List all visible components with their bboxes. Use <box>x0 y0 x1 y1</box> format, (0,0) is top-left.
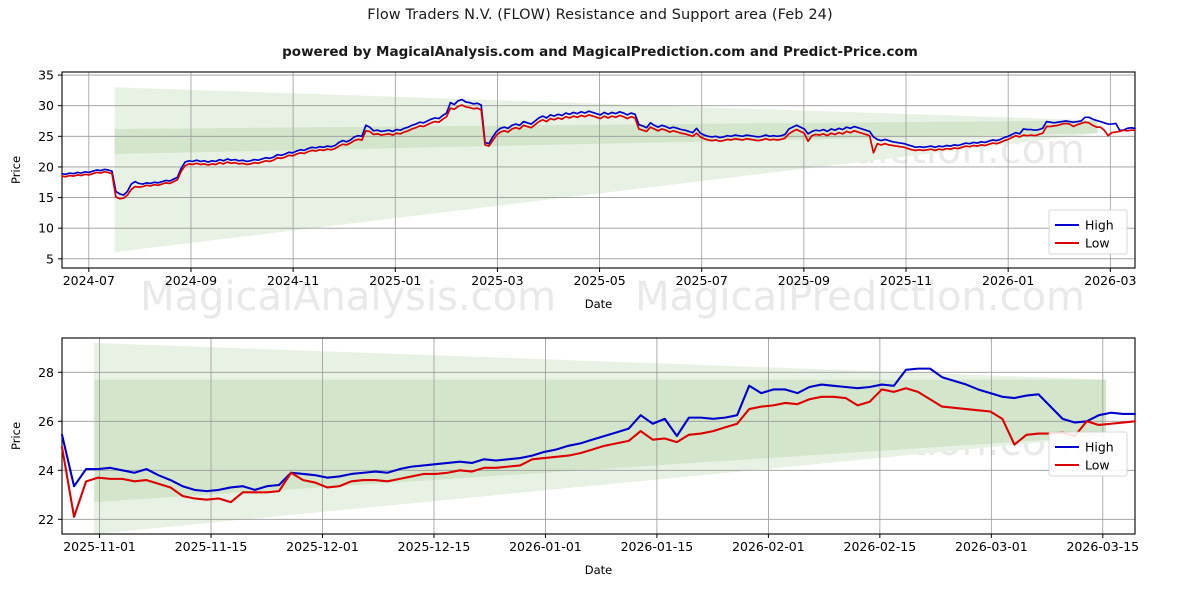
watermark-text-3: MagicalPrediction.com <box>635 274 1085 320</box>
x-axis-label: Date <box>585 563 613 577</box>
legend-label-low: Low <box>1085 236 1110 251</box>
x-tick-label: 2025-12-15 <box>398 539 471 554</box>
x-tick-label: 2025-03 <box>471 273 523 288</box>
y-tick-label: 5 <box>46 251 54 266</box>
x-tick-label: 2024-11 <box>267 273 319 288</box>
x-tick-label: 2026-03-01 <box>955 539 1028 554</box>
x-tick-label: 2025-07 <box>676 273 728 288</box>
x-axis-label: Date <box>585 297 613 311</box>
legend-label-low: Low <box>1085 458 1110 473</box>
legend-label-high: High <box>1085 440 1114 455</box>
resistance-support-inner-band <box>114 120 1098 155</box>
x-tick-label: 2026-02-15 <box>844 539 917 554</box>
legend: High Low <box>1048 431 1128 477</box>
watermark-text-2: MagicalAnalysis.com <box>140 274 556 320</box>
y-tick-label: 25 <box>38 129 54 144</box>
x-tick-label: 2024-07 <box>63 273 115 288</box>
page-subtitle: powered by MagicalAnalysis.com and Magic… <box>282 44 918 60</box>
y-axis-label: Price <box>9 422 23 450</box>
x-tick-label: 2025-11-15 <box>175 539 248 554</box>
x-tick-label: 2025-11-01 <box>63 539 136 554</box>
legend: High Low <box>1048 209 1128 255</box>
y-tick-label: 30 <box>38 98 54 113</box>
bottom-chart: 22 24 26 28 Price 2025-11-01 2025-11-15 2025-12… <box>9 337 1139 577</box>
x-tick-label: 2025-12-01 <box>286 539 359 554</box>
x-tick-label: 2026-01-01 <box>509 539 582 554</box>
y-tick-label: 28 <box>38 365 54 380</box>
x-tick-label: 2026-01 <box>982 273 1034 288</box>
series-line-high <box>61 98 1136 196</box>
x-tick-label: 2026-03 <box>1084 273 1136 288</box>
x-tick-label: 2025-09 <box>778 273 830 288</box>
resistance-support-inner-band <box>94 379 1107 503</box>
series-line-high <box>60 367 1137 493</box>
x-tick-label: 2026-02-01 <box>732 539 805 554</box>
series-line-low <box>61 104 1136 200</box>
x-tick-label: 2024-09 <box>165 273 217 288</box>
x-tick-label: 2026-03-15 <box>1066 539 1139 554</box>
x-tick-label: 2026-01-15 <box>621 539 694 554</box>
y-axis-label: Price <box>9 156 23 184</box>
y-tick-label: 24 <box>38 463 54 478</box>
x-tick-label: 2025-01 <box>369 273 421 288</box>
legend-label-high: High <box>1085 218 1114 233</box>
y-tick-label: 10 <box>38 221 54 236</box>
page-title: Flow Traders N.V. (FLOW) Resistance and … <box>367 7 833 23</box>
y-tick-label: 35 <box>38 68 54 83</box>
x-tick-label: 2025-11 <box>880 273 932 288</box>
top-chart: 5 10 15 20 25 30 35 Price 2024-07 2024-09 2024-11 2… <box>9 68 1136 311</box>
y-tick-label: 20 <box>38 159 54 174</box>
series-line-low <box>60 387 1137 518</box>
y-tick-label: 15 <box>38 190 54 205</box>
x-tick-label: 2025-05 <box>573 273 625 288</box>
y-tick-label: 26 <box>38 414 54 429</box>
y-tick-label: 22 <box>38 512 54 527</box>
plot-frame <box>61 71 1136 269</box>
